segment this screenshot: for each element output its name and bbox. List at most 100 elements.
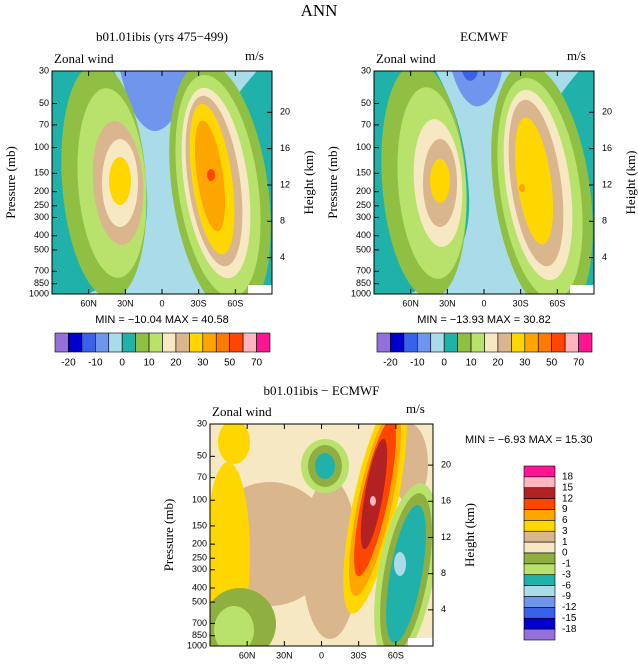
stats: MIN = −6.93 MAX = 15.30 xyxy=(465,434,593,446)
colorbar-box xyxy=(443,332,458,353)
colorbar-box xyxy=(523,585,556,597)
contour-fill xyxy=(109,157,131,205)
y-tick-label: 1000 xyxy=(351,288,371,298)
units: m/s xyxy=(245,48,264,63)
colorbar-box xyxy=(457,332,472,353)
y-tick-label: 150 xyxy=(356,168,371,178)
colorbar-label: 50 xyxy=(224,358,236,369)
x-tick-label: 60N xyxy=(239,650,256,660)
colorbar-label: -10 xyxy=(88,358,103,369)
y-tick-label: 200 xyxy=(34,186,49,196)
colorbar-box xyxy=(523,509,556,521)
colorbar-box xyxy=(189,332,204,353)
colorbar-box xyxy=(121,332,136,353)
contour-fill xyxy=(514,117,554,245)
colorbar-box xyxy=(376,332,391,353)
y2-tick-label: 20 xyxy=(280,107,290,117)
colorbar-box xyxy=(537,332,552,353)
stats: MIN = −13.93 MAX = 30.82 xyxy=(417,314,551,326)
y2-tick-label: 20 xyxy=(441,459,451,469)
colorbar-box xyxy=(523,617,556,630)
y2-tick-label: 16 xyxy=(602,143,612,153)
y-axis-label: Pressure (mb) xyxy=(161,499,176,572)
colorbar-label: 12 xyxy=(562,493,574,504)
y-tick-label: 400 xyxy=(356,230,371,240)
colorbar-label: 0 xyxy=(119,358,125,369)
x-tick-label: 60S xyxy=(227,298,243,308)
x-tick-label: 30N xyxy=(276,650,293,660)
colorbar-box xyxy=(390,332,405,353)
colorbar-box xyxy=(523,498,556,510)
x-tick-label: 30S xyxy=(513,298,529,308)
colorbar-label: 30 xyxy=(519,358,531,369)
colorbar-label: -9 xyxy=(562,591,571,602)
y-tick-label: 850 xyxy=(192,630,207,640)
colorbar-box xyxy=(497,332,512,353)
units: m/s xyxy=(567,48,586,63)
y-tick-label: 250 xyxy=(192,553,207,563)
y-tick-label: 100 xyxy=(356,142,371,152)
y-tick-label: 700 xyxy=(34,266,49,276)
colorbar-box xyxy=(523,487,556,499)
y-tick-label: 150 xyxy=(34,168,49,178)
contour-fill xyxy=(430,159,450,203)
colorbar-box xyxy=(242,332,257,353)
y-tick-label: 100 xyxy=(34,142,49,152)
colorbar-box xyxy=(523,465,556,478)
y-tick-label: 100 xyxy=(192,495,207,505)
y2-tick-label: 8 xyxy=(441,568,446,578)
colorbar-box xyxy=(135,332,150,353)
y-tick-label: 500 xyxy=(356,244,371,254)
y-tick-label: 70 xyxy=(39,119,49,129)
colorbar-box xyxy=(523,520,556,532)
colorbar-box xyxy=(523,607,556,619)
panel-title: b01.01ibis (yrs 475−499) xyxy=(96,29,228,44)
contour-fill xyxy=(315,453,335,479)
colorbar-box xyxy=(523,628,556,641)
colorbar-box xyxy=(430,332,445,353)
y2-tick-label: 12 xyxy=(602,179,612,189)
colorbar-box xyxy=(68,332,83,353)
colorbar-label: -10 xyxy=(410,358,425,369)
units: m/s xyxy=(406,401,425,416)
x-tick-label: 60N xyxy=(80,298,97,308)
y-tick-label: 50 xyxy=(39,98,49,108)
colorbar-box xyxy=(523,552,556,565)
y-tick-label: 200 xyxy=(356,186,371,196)
y2-tick-label: 12 xyxy=(441,532,451,542)
contour-fill xyxy=(570,285,594,294)
y-tick-label: 1000 xyxy=(187,640,207,650)
colorbar-box xyxy=(148,332,163,353)
colorbar-box xyxy=(162,332,177,353)
y-tick-label: 250 xyxy=(356,200,371,210)
y2-tick-label: 12 xyxy=(280,179,290,189)
contour-fill xyxy=(462,71,478,81)
colorbar-label: 0 xyxy=(441,358,447,369)
colorbar-label: -12 xyxy=(562,602,577,613)
colorbar-label: 0 xyxy=(562,548,568,559)
colorbar-box xyxy=(81,332,96,353)
y-tick-label: 150 xyxy=(192,520,207,530)
colorbar-box xyxy=(484,332,499,353)
colorbar-label: 1 xyxy=(562,537,568,548)
colorbar-label: -3 xyxy=(562,569,571,580)
contour-fill xyxy=(452,71,502,107)
x-tick-label: 0 xyxy=(481,298,486,308)
y2-axis-label: Height (km) xyxy=(623,151,638,215)
contour-field xyxy=(210,424,433,646)
left-label: Zonal wind xyxy=(212,404,272,419)
colorbar-box xyxy=(511,332,526,353)
y-tick-label: 250 xyxy=(34,200,49,210)
colorbar-label: 10 xyxy=(144,358,156,369)
y-tick-label: 400 xyxy=(192,582,207,592)
colorbar-box xyxy=(403,332,418,353)
x-tick-label: 30N xyxy=(117,298,134,308)
y2-tick-label: 16 xyxy=(280,143,290,153)
x-tick-label: 0 xyxy=(159,298,164,308)
contour-fill xyxy=(302,479,358,639)
contour-fill xyxy=(370,496,376,506)
colorbar-label: 15 xyxy=(562,482,574,493)
colorbar-box xyxy=(551,332,566,353)
colorbar-box xyxy=(523,530,556,543)
y-axis-label: Pressure (mb) xyxy=(3,146,18,219)
